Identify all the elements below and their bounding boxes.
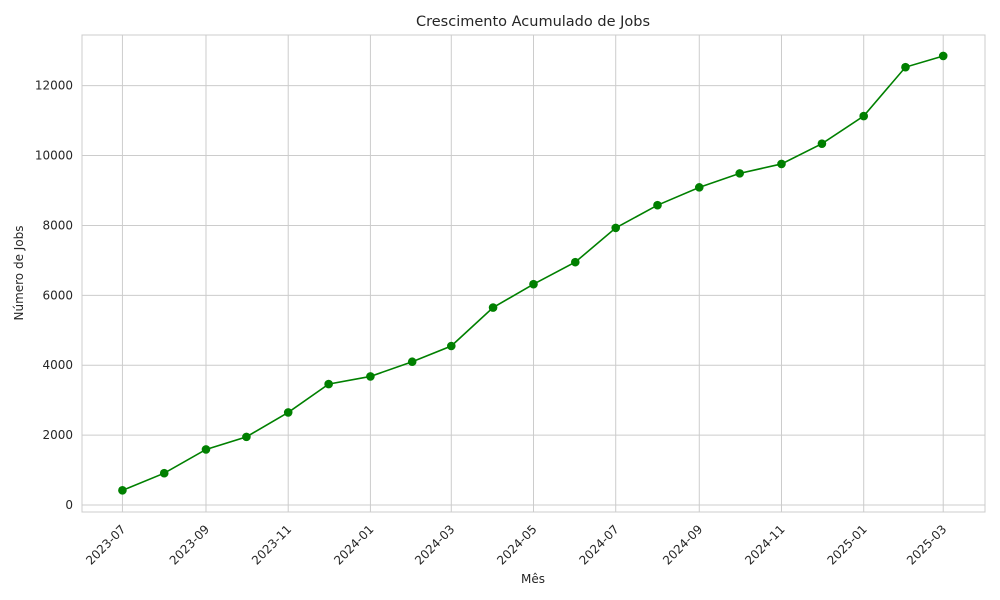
data-point	[159, 468, 169, 478]
data-point	[859, 111, 869, 121]
x-tick-label: 2023-09	[167, 522, 212, 567]
data-point	[694, 183, 704, 192]
chart-title: Crescimento Acumulado de Jobs	[416, 14, 650, 30]
data-point	[366, 372, 375, 381]
y-tick-label: 4000	[42, 358, 73, 372]
data-point	[118, 486, 127, 495]
data-point	[777, 159, 786, 169]
plot-area	[81, 34, 986, 513]
y-tick-label: 0	[65, 498, 73, 512]
x-axis-ticks: 2023-07 2023-09 2023-11 2024-01 2024-03 2024-…	[83, 522, 949, 567]
x-tick-label: 2024-09	[660, 522, 705, 567]
grid	[82, 35, 985, 512]
y-tick-label: 6000	[42, 288, 73, 302]
data-point	[938, 51, 948, 61]
data-point	[611, 223, 621, 233]
x-tick-label: 2024-01	[331, 522, 376, 567]
data-point	[653, 200, 662, 210]
y-tick-label: 10000	[35, 149, 73, 163]
x-tick-label: 2024-07	[576, 522, 621, 567]
x-tick-label: 2023-07	[83, 522, 128, 567]
data-point	[201, 445, 211, 454]
series-layer	[118, 51, 948, 495]
x-tick-label: 2025-03	[904, 522, 949, 567]
x-axis-label: Mês	[521, 572, 545, 586]
data-point	[407, 357, 417, 367]
data-point	[570, 257, 580, 267]
x-tick-label: 2024-05	[494, 522, 539, 567]
x-tick-label: 2023-11	[249, 522, 294, 567]
data-point	[817, 139, 827, 148]
y-axis-ticks: 0 2000 4000 6000 8000 10000 12000	[35, 79, 73, 512]
x-tick-label: 2024-11	[742, 522, 787, 567]
data-point	[735, 169, 745, 178]
data-point	[488, 303, 498, 312]
data-point	[283, 408, 293, 417]
data-point	[446, 341, 456, 351]
data-point	[324, 379, 333, 389]
data-point	[529, 279, 538, 289]
y-tick-label: 12000	[35, 79, 73, 93]
series-line	[122, 55, 944, 492]
data-point	[901, 62, 910, 72]
y-tick-label: 2000	[42, 428, 73, 442]
x-tick-label: 2024-03	[412, 522, 457, 567]
x-tick-label: 2025-01	[824, 522, 869, 567]
y-tick-label: 8000	[42, 218, 73, 232]
y-axis-label: Número de Jobs	[12, 225, 26, 320]
data-point	[242, 432, 251, 442]
